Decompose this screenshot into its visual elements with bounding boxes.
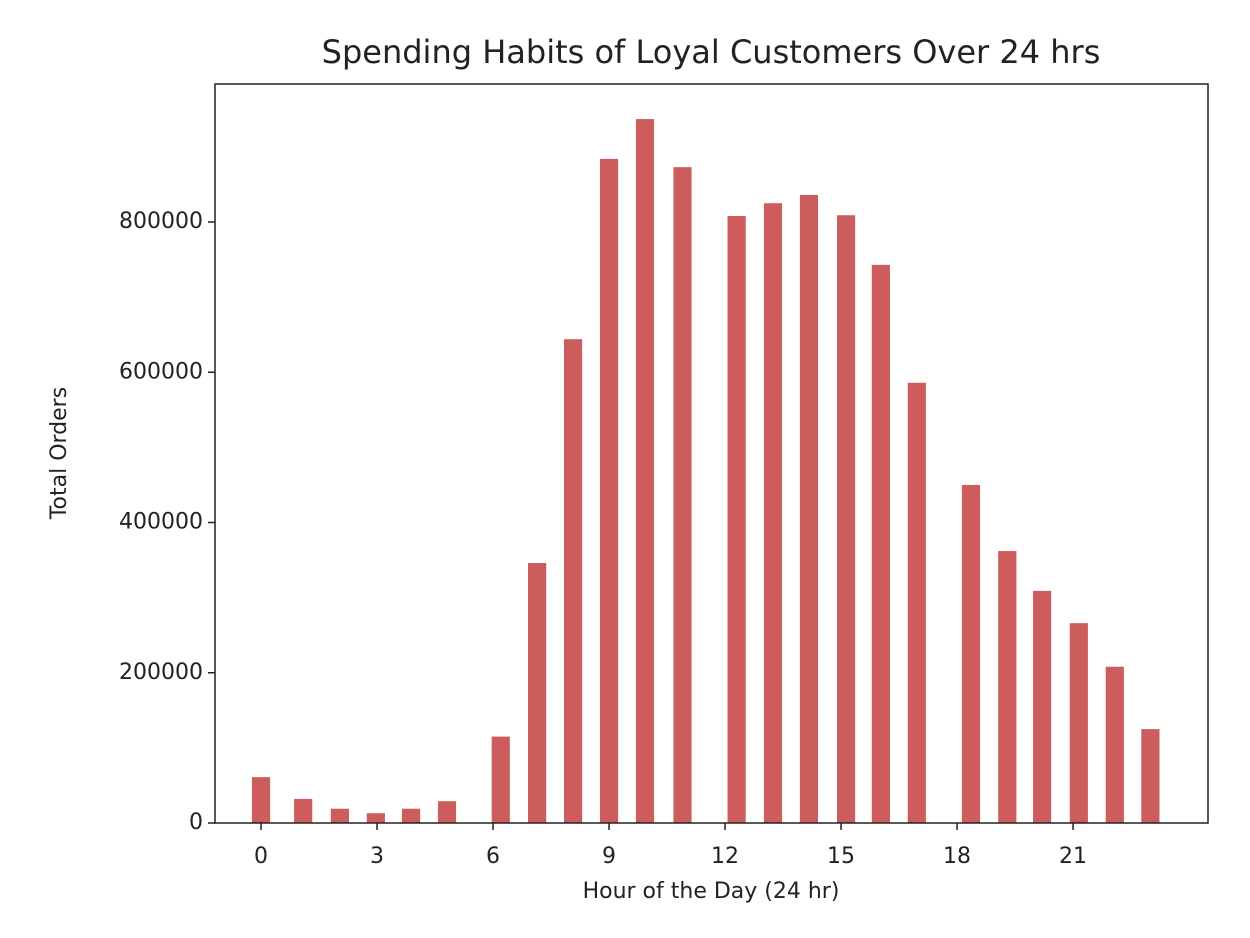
x-tick-label: 6 — [486, 844, 500, 869]
bar — [998, 551, 1017, 823]
bar — [1105, 666, 1124, 823]
bar — [1141, 729, 1160, 823]
bar — [528, 563, 547, 823]
y-axis-label: Total Orders — [47, 387, 72, 520]
bar — [1033, 590, 1052, 823]
y-tick-label: 600000 — [119, 359, 203, 384]
bar — [491, 736, 510, 823]
bar — [330, 808, 349, 823]
y-tick-label: 400000 — [119, 510, 203, 535]
x-tick-label: 21 — [1059, 844, 1087, 869]
bar — [799, 194, 819, 823]
bar — [437, 801, 457, 823]
x-tick-label: 9 — [602, 844, 616, 869]
chart-title: Spending Habits of Loyal Customers Over … — [322, 33, 1101, 71]
bar — [366, 813, 385, 823]
bar — [871, 264, 890, 824]
y-tick-label: 0 — [189, 810, 203, 835]
y-tick-label: 200000 — [119, 660, 203, 685]
bar — [836, 215, 856, 823]
bar — [763, 203, 783, 823]
x-axis-label: Hour of the Day (24 hr) — [583, 879, 840, 904]
y-tick-label: 800000 — [119, 209, 203, 234]
x-tick-label: 3 — [370, 844, 384, 869]
bar — [251, 777, 271, 823]
bar — [907, 382, 926, 823]
bar — [635, 119, 655, 824]
x-tick-label: 18 — [943, 844, 971, 869]
x-tick-label: 15 — [827, 844, 855, 869]
bar — [401, 808, 421, 823]
bar — [563, 339, 583, 823]
x-tick-label: 0 — [254, 844, 268, 869]
bar — [599, 158, 619, 823]
bar — [1069, 623, 1088, 823]
bar — [727, 215, 746, 824]
bar — [961, 484, 981, 823]
x-tick-label: 12 — [711, 844, 739, 869]
plot-frame — [214, 83, 1209, 824]
bar — [673, 167, 692, 824]
bar — [294, 798, 313, 823]
